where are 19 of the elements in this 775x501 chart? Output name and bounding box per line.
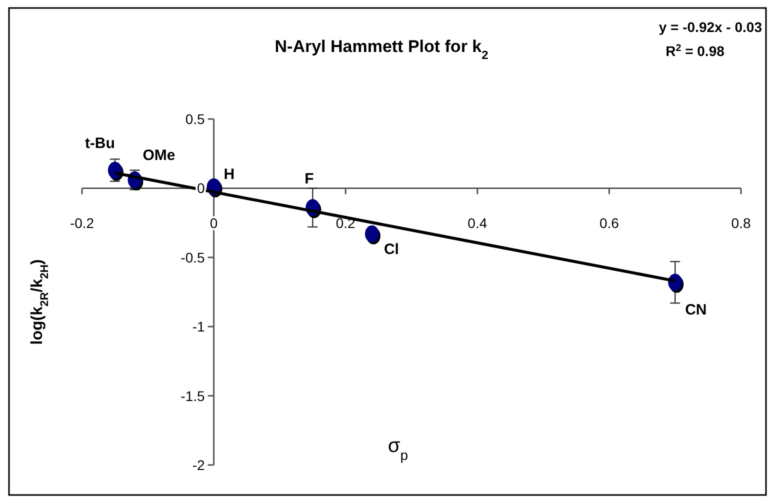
chart-title: N-Aryl Hammett Plot for k$_{2}$ — [274, 37, 489, 62]
annotation: CN — [685, 301, 707, 318]
y-tick-label: -1 — [192, 318, 206, 335]
y-tick-label: -1.5 — [180, 388, 206, 404]
x-tick-label: 0.6 — [599, 215, 620, 232]
annotation: F — [304, 170, 314, 188]
annotation: t-Bu — [84, 135, 115, 152]
annotation: Cl — [384, 240, 399, 258]
annotation: OMe — [142, 146, 176, 164]
annotation: H — [224, 166, 235, 183]
x-tick-label: 0.4 — [468, 215, 488, 232]
y-tick-label: 0.5 — [185, 111, 206, 127]
y-tick-label: -2 — [192, 457, 206, 473]
text: y = -0.92x - 0.03 — [658, 19, 762, 35]
y-tick-label: -0.5 — [180, 249, 206, 266]
text: R$^{2}$ = 0.98 — [666, 42, 725, 59]
x-tick-label: 0.8 — [731, 215, 751, 232]
x-tick-label: -0.2 — [70, 215, 94, 232]
x-axis-title: σ$_{p}$ — [388, 435, 408, 463]
